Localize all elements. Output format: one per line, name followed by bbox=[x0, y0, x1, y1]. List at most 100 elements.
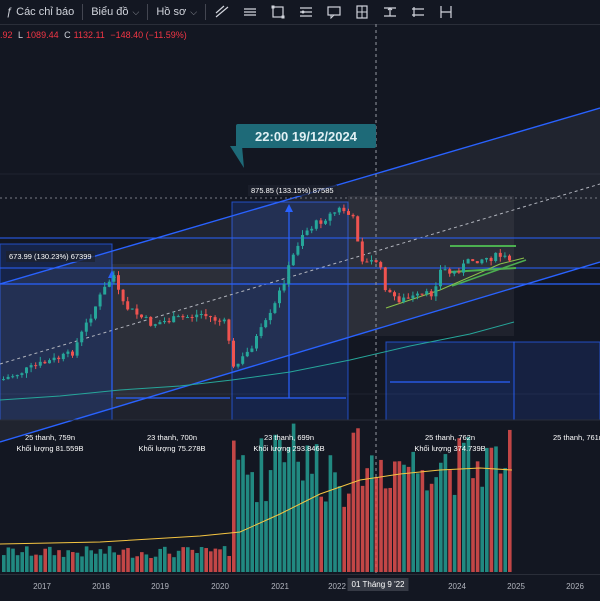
candle[interactable] bbox=[20, 373, 24, 375]
candle[interactable] bbox=[167, 321, 171, 323]
candle[interactable] bbox=[485, 257, 488, 260]
candle[interactable] bbox=[296, 245, 300, 255]
candle[interactable] bbox=[57, 357, 61, 360]
candle[interactable] bbox=[273, 303, 277, 313]
candle[interactable] bbox=[443, 269, 447, 271]
candle[interactable] bbox=[370, 260, 373, 262]
candle[interactable] bbox=[278, 290, 281, 304]
candle[interactable] bbox=[199, 314, 203, 316]
candle[interactable] bbox=[236, 363, 240, 367]
rectangle-tool-icon[interactable] bbox=[270, 4, 286, 20]
candle[interactable] bbox=[140, 314, 143, 318]
candle[interactable] bbox=[347, 211, 350, 215]
candle[interactable] bbox=[107, 281, 111, 287]
candle[interactable] bbox=[420, 293, 424, 295]
channel-lower-line[interactable] bbox=[0, 261, 600, 443]
channel-upper-line[interactable] bbox=[0, 107, 600, 285]
candle[interactable] bbox=[241, 356, 245, 364]
candle[interactable] bbox=[342, 207, 346, 212]
candle[interactable] bbox=[25, 367, 28, 374]
candle[interactable] bbox=[52, 357, 56, 361]
candle[interactable] bbox=[406, 297, 410, 299]
candle[interactable] bbox=[324, 220, 327, 224]
candle[interactable] bbox=[457, 271, 461, 273]
candle[interactable] bbox=[172, 316, 176, 323]
candle[interactable] bbox=[498, 252, 502, 257]
candle[interactable] bbox=[365, 261, 369, 263]
candle[interactable] bbox=[259, 327, 263, 337]
flag-diag-line[interactable] bbox=[451, 259, 527, 287]
measure-tool-icon[interactable] bbox=[382, 4, 398, 20]
candle[interactable] bbox=[190, 317, 194, 319]
trend-line-tool-icon[interactable] bbox=[214, 4, 230, 20]
candle[interactable] bbox=[75, 342, 79, 356]
candle[interactable] bbox=[379, 262, 383, 268]
candle[interactable] bbox=[80, 331, 84, 343]
candle[interactable] bbox=[351, 214, 355, 217]
candle[interactable] bbox=[360, 241, 364, 262]
range-box-1[interactable] bbox=[0, 243, 113, 421]
candle[interactable] bbox=[411, 295, 415, 299]
candle[interactable] bbox=[337, 207, 341, 213]
candle[interactable] bbox=[130, 308, 134, 310]
candle[interactable] bbox=[38, 361, 42, 366]
candles[interactable] bbox=[2, 204, 511, 381]
candle[interactable] bbox=[163, 321, 166, 323]
candle[interactable] bbox=[328, 213, 332, 221]
candle[interactable] bbox=[439, 269, 442, 287]
range-box-2[interactable] bbox=[112, 264, 232, 420]
candle[interactable] bbox=[291, 254, 295, 266]
candle[interactable] bbox=[434, 286, 438, 297]
candle[interactable] bbox=[310, 228, 314, 231]
candle[interactable] bbox=[448, 269, 452, 274]
range-box-6[interactable] bbox=[513, 341, 600, 421]
candle[interactable] bbox=[250, 348, 254, 352]
candle[interactable] bbox=[282, 283, 286, 291]
candle[interactable] bbox=[218, 320, 222, 322]
candle[interactable] bbox=[149, 316, 153, 326]
candle[interactable] bbox=[489, 257, 493, 261]
candle[interactable] bbox=[144, 316, 148, 318]
horizontal-line-tool-icon[interactable] bbox=[242, 4, 258, 20]
date-range-tool-icon[interactable] bbox=[438, 4, 454, 20]
candle[interactable] bbox=[71, 351, 74, 356]
candle[interactable] bbox=[121, 289, 125, 302]
candle[interactable] bbox=[84, 322, 88, 332]
candle[interactable] bbox=[397, 296, 401, 303]
candle[interactable] bbox=[29, 365, 33, 368]
candle[interactable] bbox=[204, 314, 208, 317]
candle[interactable] bbox=[245, 351, 249, 357]
candle[interactable] bbox=[103, 286, 107, 295]
candle[interactable] bbox=[314, 220, 318, 229]
profile-button[interactable]: Hồ sơ ⌵ bbox=[150, 0, 203, 24]
candle[interactable] bbox=[176, 316, 180, 318]
comment-tool-icon[interactable] bbox=[326, 4, 342, 20]
candle[interactable] bbox=[195, 314, 199, 318]
candle[interactable] bbox=[66, 351, 70, 354]
candle[interactable] bbox=[462, 263, 465, 273]
candle[interactable] bbox=[508, 255, 511, 261]
price-chart[interactable] bbox=[0, 24, 600, 574]
range-box-5[interactable] bbox=[385, 341, 515, 421]
long-position-tool-icon[interactable] bbox=[354, 4, 370, 20]
candle[interactable] bbox=[135, 308, 139, 315]
candle[interactable] bbox=[416, 293, 419, 296]
candle[interactable] bbox=[393, 292, 396, 297]
channel-mid-line[interactable] bbox=[0, 183, 600, 365]
candle[interactable] bbox=[383, 267, 387, 291]
candle[interactable] bbox=[305, 230, 309, 235]
candle[interactable] bbox=[181, 316, 185, 318]
candle[interactable] bbox=[153, 324, 157, 326]
candle[interactable] bbox=[222, 319, 226, 322]
candle[interactable] bbox=[89, 318, 93, 323]
candle[interactable] bbox=[374, 260, 378, 263]
candle[interactable] bbox=[94, 306, 97, 319]
candle[interactable] bbox=[186, 317, 189, 319]
candle[interactable] bbox=[11, 376, 15, 378]
candle[interactable] bbox=[227, 319, 231, 341]
candle[interactable] bbox=[429, 291, 433, 297]
chart-type-button[interactable]: Biểu đồ ⌵ bbox=[85, 0, 145, 24]
indicators-button[interactable]: ƒ Các chỉ báo bbox=[0, 0, 80, 24]
candle[interactable] bbox=[388, 290, 392, 293]
candle[interactable] bbox=[494, 252, 498, 261]
